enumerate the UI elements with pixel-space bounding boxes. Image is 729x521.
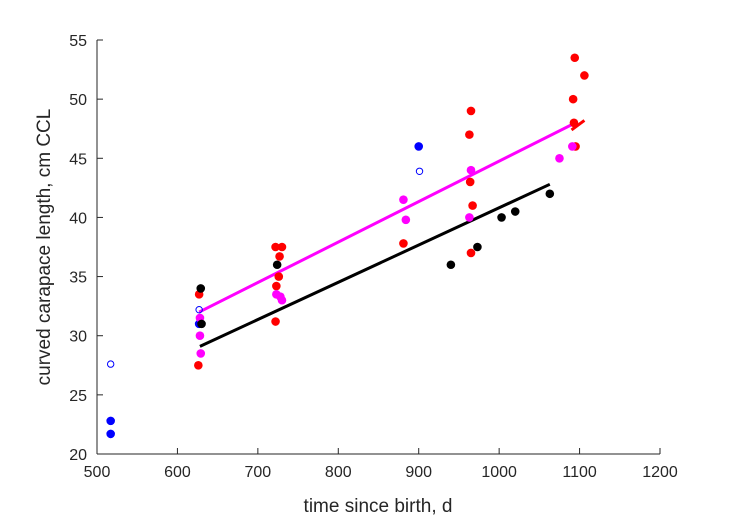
data-point [555, 153, 564, 163]
data-point [510, 207, 520, 216]
data-point [106, 416, 115, 426]
y-tick-label: 50 [69, 92, 87, 109]
x-tick-label: 1200 [642, 464, 678, 481]
x-tick-label: 500 [84, 464, 111, 481]
x-axis-title: time since birth, d [304, 496, 453, 517]
data-point [414, 142, 424, 151]
x-ticks: 500 600 700 800 900 1000 1100 1200 [84, 448, 678, 481]
y-tick-label: 45 [69, 151, 87, 168]
data-point [401, 215, 411, 225]
fit-line [199, 182, 551, 348]
data-point [466, 165, 476, 175]
x-tick-label: 700 [245, 464, 272, 481]
data-point [545, 189, 555, 199]
data-point [497, 213, 506, 222]
y-tick-label: 30 [69, 329, 87, 346]
y-tick-label: 55 [69, 33, 87, 50]
data-point [466, 106, 476, 116]
x-tick-label: 900 [405, 464, 432, 481]
y-tick-label: 35 [69, 270, 87, 287]
data-point [399, 195, 408, 204]
data-point [196, 284, 206, 293]
data-point [271, 242, 280, 252]
data-point [580, 71, 589, 80]
data-point [568, 94, 578, 104]
data-point [569, 118, 579, 128]
x-tick-label: 1100 [562, 464, 597, 481]
plot-area [106, 53, 589, 439]
data-point [468, 201, 477, 210]
data-point [399, 239, 408, 248]
data-point [196, 349, 206, 358]
fit-line [570, 119, 586, 132]
data-point [194, 360, 203, 370]
data-point [271, 317, 280, 326]
axes: 500 600 700 800 900 1000 1100 1200 20 25 30 35 40 45… [69, 33, 678, 481]
y-ticks: 20 25 30 35 40 45 50 55 [69, 33, 103, 464]
data-point [106, 429, 115, 439]
data-point [272, 281, 281, 291]
data-point [465, 130, 474, 139]
x-tick-label: 1000 [481, 464, 517, 481]
y-tick-label: 40 [69, 210, 87, 227]
data-point [465, 213, 474, 222]
data-point [275, 252, 284, 261]
x-tick-label: 600 [164, 464, 191, 481]
data-point [106, 360, 115, 368]
data-point [195, 305, 203, 314]
data-point [195, 331, 205, 341]
data-point [568, 142, 577, 151]
data-point [197, 319, 206, 329]
data-point [274, 272, 284, 281]
data-point [473, 242, 482, 252]
data-point [446, 260, 456, 270]
data-point [277, 242, 287, 252]
y-tick-label: 25 [69, 388, 87, 405]
y-tick-label: 20 [69, 447, 87, 464]
data-point [415, 167, 424, 175]
x-tick-label: 800 [325, 464, 352, 481]
data-point [466, 248, 476, 258]
y-axis-title: curved carapace length, cm CCL [34, 109, 55, 386]
data-point [465, 177, 475, 187]
data-point [272, 260, 282, 270]
fit-line [198, 122, 574, 314]
data-point [570, 53, 580, 63]
data-point [277, 295, 287, 305]
